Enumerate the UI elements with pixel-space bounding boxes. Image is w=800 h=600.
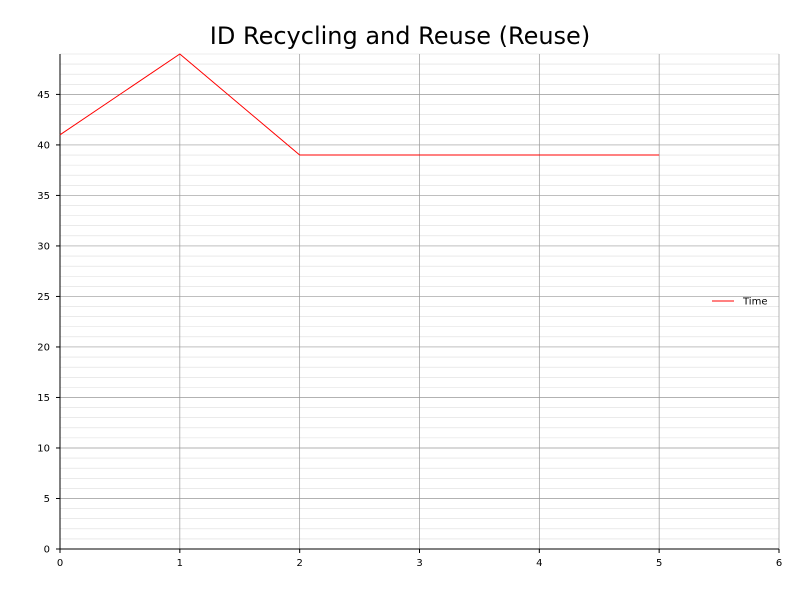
y-tick-label: 10 (37, 443, 50, 454)
y-tick-label: 35 (37, 191, 50, 202)
y-tick-labels: 0 5 10 15 20 25 30 35 40 45 (37, 90, 50, 556)
x-tick-label: 0 (57, 558, 63, 569)
y-tick-label: 40 (37, 140, 50, 151)
y-tick-label: 15 (37, 393, 50, 404)
chart-title: ID Recycling and Reuse (Reuse) (210, 22, 590, 50)
x-tick-label: 2 (296, 558, 302, 569)
major-grid (59, 54, 780, 550)
x-tick-label: 6 (776, 558, 782, 569)
series-lines (59, 53, 660, 156)
y-tick-label: 45 (37, 90, 50, 101)
y-tick-label: 0 (44, 545, 50, 556)
series-line (59, 53, 660, 156)
y-tick-label: 30 (37, 241, 50, 252)
x-tick-label: 1 (177, 558, 183, 569)
x-tick-labels: 0 1 2 3 4 5 6 (57, 558, 782, 569)
y-tick-label: 5 (44, 494, 50, 505)
x-tick-label: 5 (656, 558, 662, 569)
y-tick-label: 20 (37, 342, 50, 353)
legend-label: Time (742, 297, 767, 308)
y-tick-label: 25 (37, 292, 50, 303)
axes (56, 54, 780, 553)
x-tick-label: 4 (536, 558, 542, 569)
x-tick-label: 3 (416, 558, 422, 569)
legend: Time (712, 297, 767, 308)
